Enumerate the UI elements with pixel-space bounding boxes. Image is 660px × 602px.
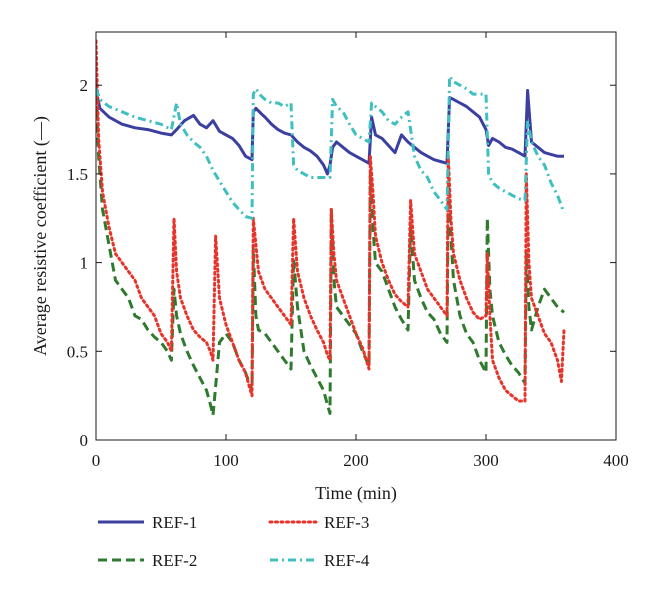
y-axis-label: Average resistive coefficient (—)	[30, 116, 51, 356]
series-line-ref-3	[96, 39, 566, 403]
x-axis-label: Time (min)	[315, 483, 397, 504]
series-line-ref-1	[96, 89, 564, 176]
legend-label-ref-3: REF-3	[324, 513, 369, 532]
y-axis-ticks: 0 0.5 1 1.5 2	[67, 76, 616, 450]
y-tick-label: 2	[80, 76, 89, 95]
legend-label-ref-4: REF-4	[324, 551, 370, 570]
x-tick-label: 100	[213, 451, 239, 470]
x-tick-label: 200	[343, 451, 369, 470]
series-line-ref-4	[96, 74, 566, 220]
series-line-ref-2	[96, 81, 565, 417]
legend-label-ref-2: REF-2	[152, 551, 197, 570]
legend-label-ref-1: REF-1	[152, 513, 197, 532]
x-axis-ticks: 0 100 200 300 400	[92, 32, 629, 470]
x-tick-label: 0	[92, 451, 101, 470]
y-tick-label: 1.5	[67, 165, 88, 184]
legend: REF-1 REF-2 REF-3 REF-4	[98, 513, 370, 570]
y-tick-label: 0	[80, 431, 89, 450]
series-layer	[96, 39, 566, 417]
y-tick-label: 1	[80, 254, 89, 273]
y-tick-label: 0.5	[67, 342, 88, 361]
x-tick-label: 300	[473, 451, 499, 470]
x-tick-label: 400	[603, 451, 629, 470]
